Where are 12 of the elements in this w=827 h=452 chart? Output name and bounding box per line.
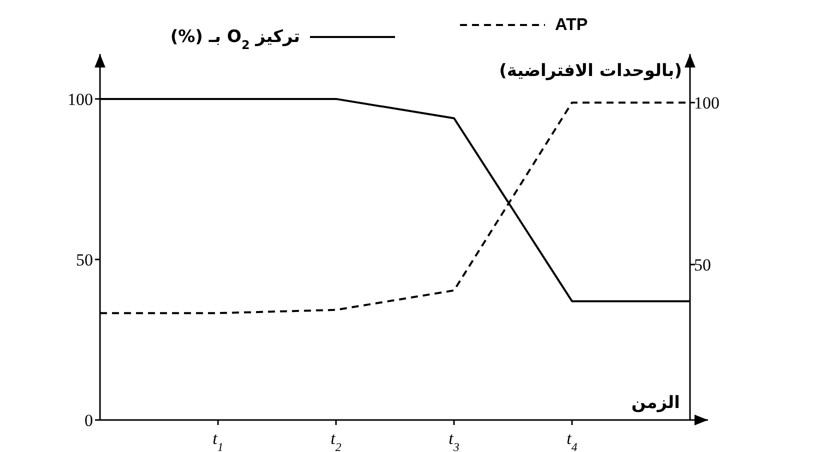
x-tick-label: t$_{2}$: [330, 429, 342, 452]
y2-tick-label: 100: [694, 94, 720, 113]
x-tick-label: t$_{1}$: [212, 429, 224, 452]
x-tick-label: t$_{4}$: [566, 429, 578, 452]
y2-tick-label: 50: [694, 256, 711, 275]
legend-label: ATP: [555, 15, 588, 34]
x-axis-title: الزمن: [631, 393, 680, 413]
x-tick-label: t$_{3}$: [448, 429, 460, 452]
y-tick-label: 100: [68, 90, 93, 109]
y-tick-label: 50: [76, 250, 93, 270]
y2-axis-title: (بالوحدات الافتراضية): [499, 61, 682, 81]
y-tick-label: 0: [84, 411, 93, 430]
